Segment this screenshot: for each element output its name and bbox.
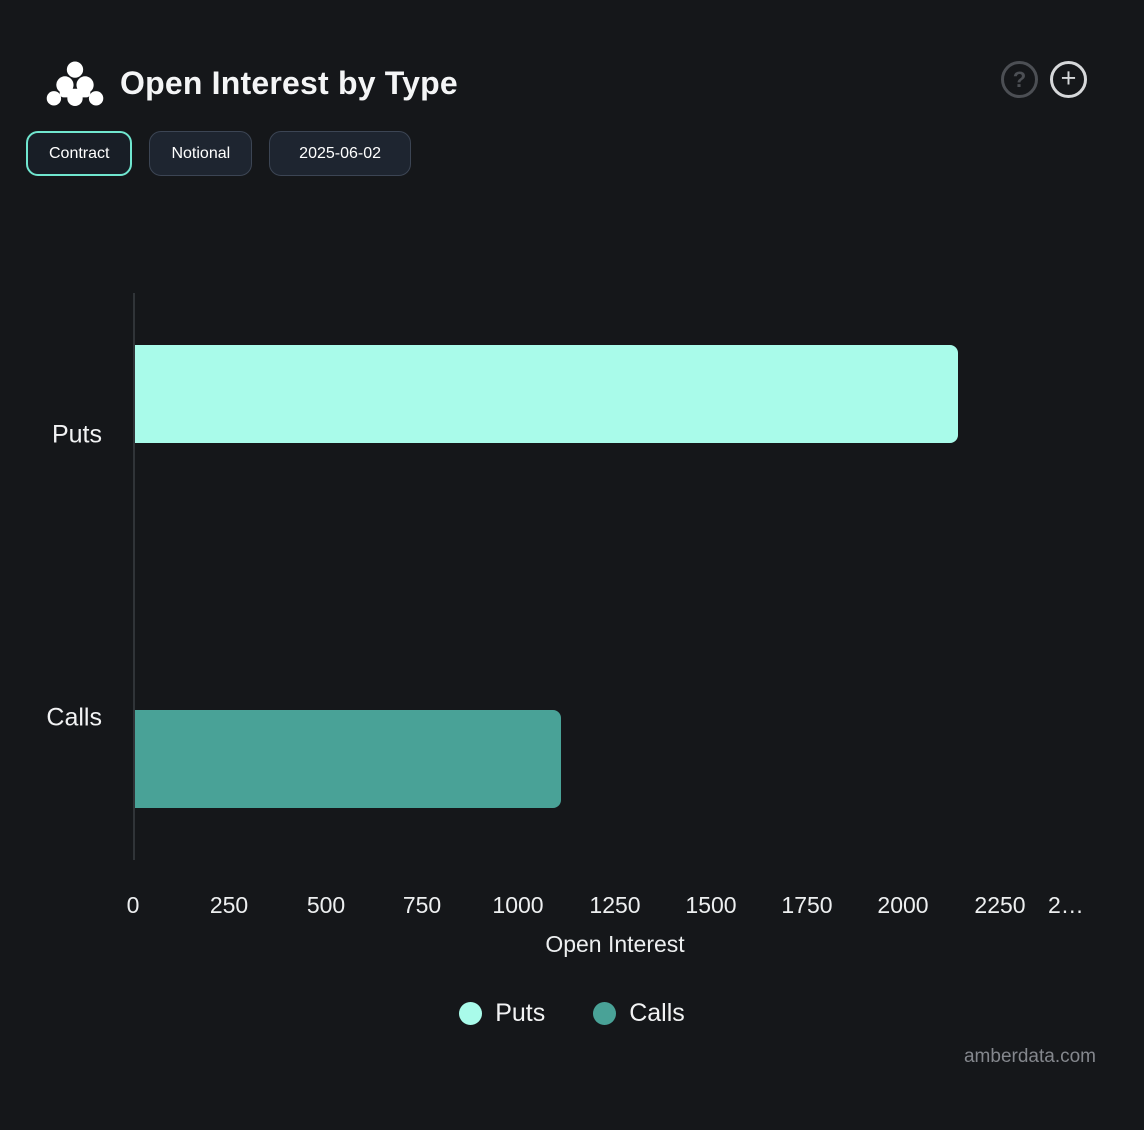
- category-label-puts: Puts: [51, 420, 102, 449]
- page-title: Open Interest by Type: [120, 64, 458, 101]
- header-actions: ? +: [1001, 61, 1087, 98]
- x-tick-2…: 2…: [1048, 892, 1084, 918]
- y-axis-line: [133, 293, 135, 860]
- x-tick-1250: 1250: [589, 892, 641, 918]
- x-tick-750: 750: [402, 892, 442, 918]
- legend-label: Puts: [495, 999, 546, 1027]
- legend-item-calls[interactable]: Calls: [593, 999, 685, 1028]
- legend-item-puts[interactable]: Puts: [459, 999, 545, 1028]
- amberdata-logo-icon: [46, 61, 104, 106]
- plus-glyph: +: [1060, 62, 1077, 93]
- widget-header: Open Interest by Type: [46, 60, 458, 106]
- x-tick-250: 250: [209, 892, 249, 918]
- x-tick-1750: 1750: [781, 892, 833, 918]
- bar-calls[interactable]: [135, 710, 561, 808]
- help-icon[interactable]: ?: [1001, 61, 1038, 98]
- category-label-calls: Calls: [46, 703, 102, 732]
- calls-legend-dot: [593, 1002, 617, 1025]
- help-glyph: ?: [1012, 66, 1027, 92]
- amberdata-watermark: amberdata.com: [963, 1046, 1096, 1067]
- x-tick-1000: 1000: [492, 892, 544, 918]
- legend-label: Calls: [629, 999, 685, 1027]
- chart-legend: Puts Calls: [0, 999, 1144, 1028]
- x-tick-500: 500: [306, 892, 346, 918]
- chip-notional[interactable]: Notional: [149, 131, 253, 176]
- x-tick-0: 0: [126, 892, 140, 918]
- x-tick-1500: 1500: [685, 892, 737, 918]
- bar-puts[interactable]: [135, 345, 958, 443]
- add-icon[interactable]: +: [1050, 61, 1087, 98]
- x-axis-title: Open Interest: [545, 931, 685, 957]
- chip-date[interactable]: 2025-06-02: [269, 131, 412, 176]
- chip-contract[interactable]: Contract: [26, 131, 133, 176]
- puts-legend-dot: [459, 1002, 483, 1025]
- x-tick-2000: 2000: [877, 892, 929, 918]
- filter-chips: Contract Notional 2025-06-02: [26, 131, 412, 176]
- x-tick-2250: 2250: [974, 892, 1026, 918]
